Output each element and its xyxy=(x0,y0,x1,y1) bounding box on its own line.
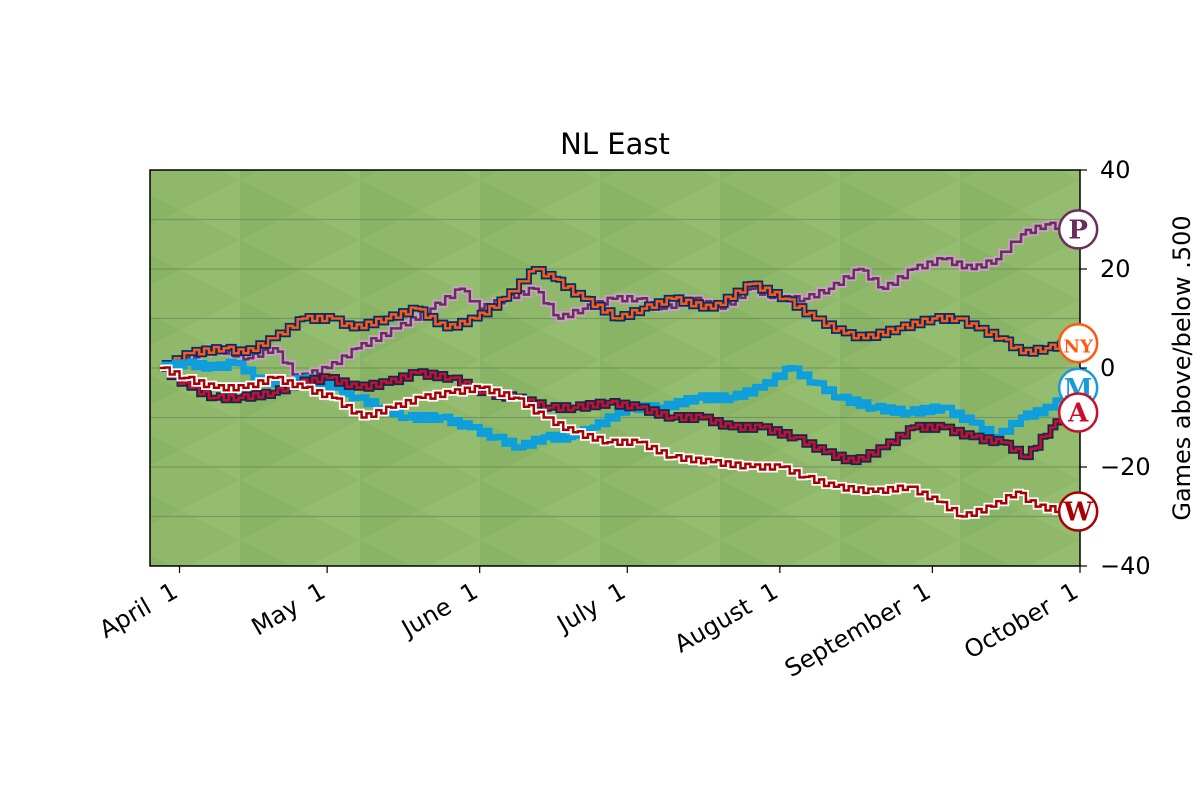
series-line xyxy=(159,366,1072,518)
mets-logo-icon: NY xyxy=(1057,323,1099,364)
x-axis: April 1 May 1 June 1 July 1 August 1Septembe… xyxy=(95,566,1083,683)
series-braves xyxy=(159,365,1074,466)
svg-text:NY: NY xyxy=(1064,336,1094,357)
chart-title: NL East xyxy=(560,127,670,161)
svg-text:A: A xyxy=(1067,399,1089,429)
plot-area xyxy=(149,169,1081,567)
x-tick-label: June 1 xyxy=(395,577,482,644)
x-tick-label: July 1 xyxy=(551,577,631,639)
y-tick-label: 0 xyxy=(1100,354,1115,382)
x-tick-label: August 1 xyxy=(670,577,783,659)
svg-text:W: W xyxy=(1063,498,1094,528)
svg-text:P: P xyxy=(1068,215,1088,245)
series-nationals xyxy=(159,364,1074,520)
x-tick-label: April 1 xyxy=(95,577,183,644)
series-line xyxy=(159,366,1072,464)
y-tick-label: 40 xyxy=(1100,156,1131,184)
phillies-logo-icon: P xyxy=(1057,209,1099,250)
y-tick-label: 20 xyxy=(1100,255,1131,283)
y-axis: 40 20 0 −20 −40 xyxy=(1080,156,1151,580)
y-tick-label: −40 xyxy=(1100,552,1151,580)
x-tick-label: September 1 xyxy=(780,577,935,683)
braves-logo-icon: A xyxy=(1057,392,1099,433)
y-tick-label: −20 xyxy=(1100,453,1151,481)
series-mets xyxy=(159,266,1074,371)
nationals-logo-icon: W xyxy=(1057,491,1099,532)
x-tick-label: October 1 xyxy=(959,577,1083,665)
series-lines xyxy=(159,219,1074,520)
y-axis-label: Games above/below .500 xyxy=(1168,215,1196,520)
x-tick-label: May 1 xyxy=(247,577,330,641)
series-line xyxy=(159,267,1072,370)
